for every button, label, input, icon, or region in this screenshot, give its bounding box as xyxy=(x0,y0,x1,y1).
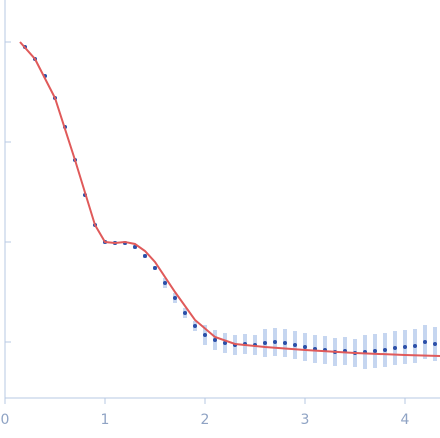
data-point xyxy=(423,340,427,344)
data-point xyxy=(143,254,147,258)
data-point xyxy=(393,346,397,350)
data-point xyxy=(373,349,377,353)
data-point xyxy=(203,333,207,337)
data-point xyxy=(223,341,227,345)
data-point xyxy=(403,345,407,349)
data-point xyxy=(173,296,177,300)
x-tick-label: 1 xyxy=(101,412,110,428)
x-tick-label: 0 xyxy=(1,412,10,428)
data-point xyxy=(183,311,187,315)
data-point xyxy=(283,341,287,345)
data-point xyxy=(133,245,137,249)
data-point xyxy=(413,344,417,348)
x-tick-label: 2 xyxy=(201,412,210,428)
data-point xyxy=(263,341,267,345)
data-point xyxy=(213,338,217,342)
x-tick-label: 4 xyxy=(401,412,410,428)
data-point xyxy=(293,343,297,347)
data-point xyxy=(383,348,387,352)
fit-line xyxy=(19,41,440,357)
x-tick-label: 3 xyxy=(301,412,310,428)
data-point xyxy=(303,345,307,349)
data-point xyxy=(163,281,167,285)
data-point xyxy=(273,340,277,344)
data-point xyxy=(193,324,197,328)
data-point xyxy=(153,266,157,270)
data-point xyxy=(433,342,437,346)
